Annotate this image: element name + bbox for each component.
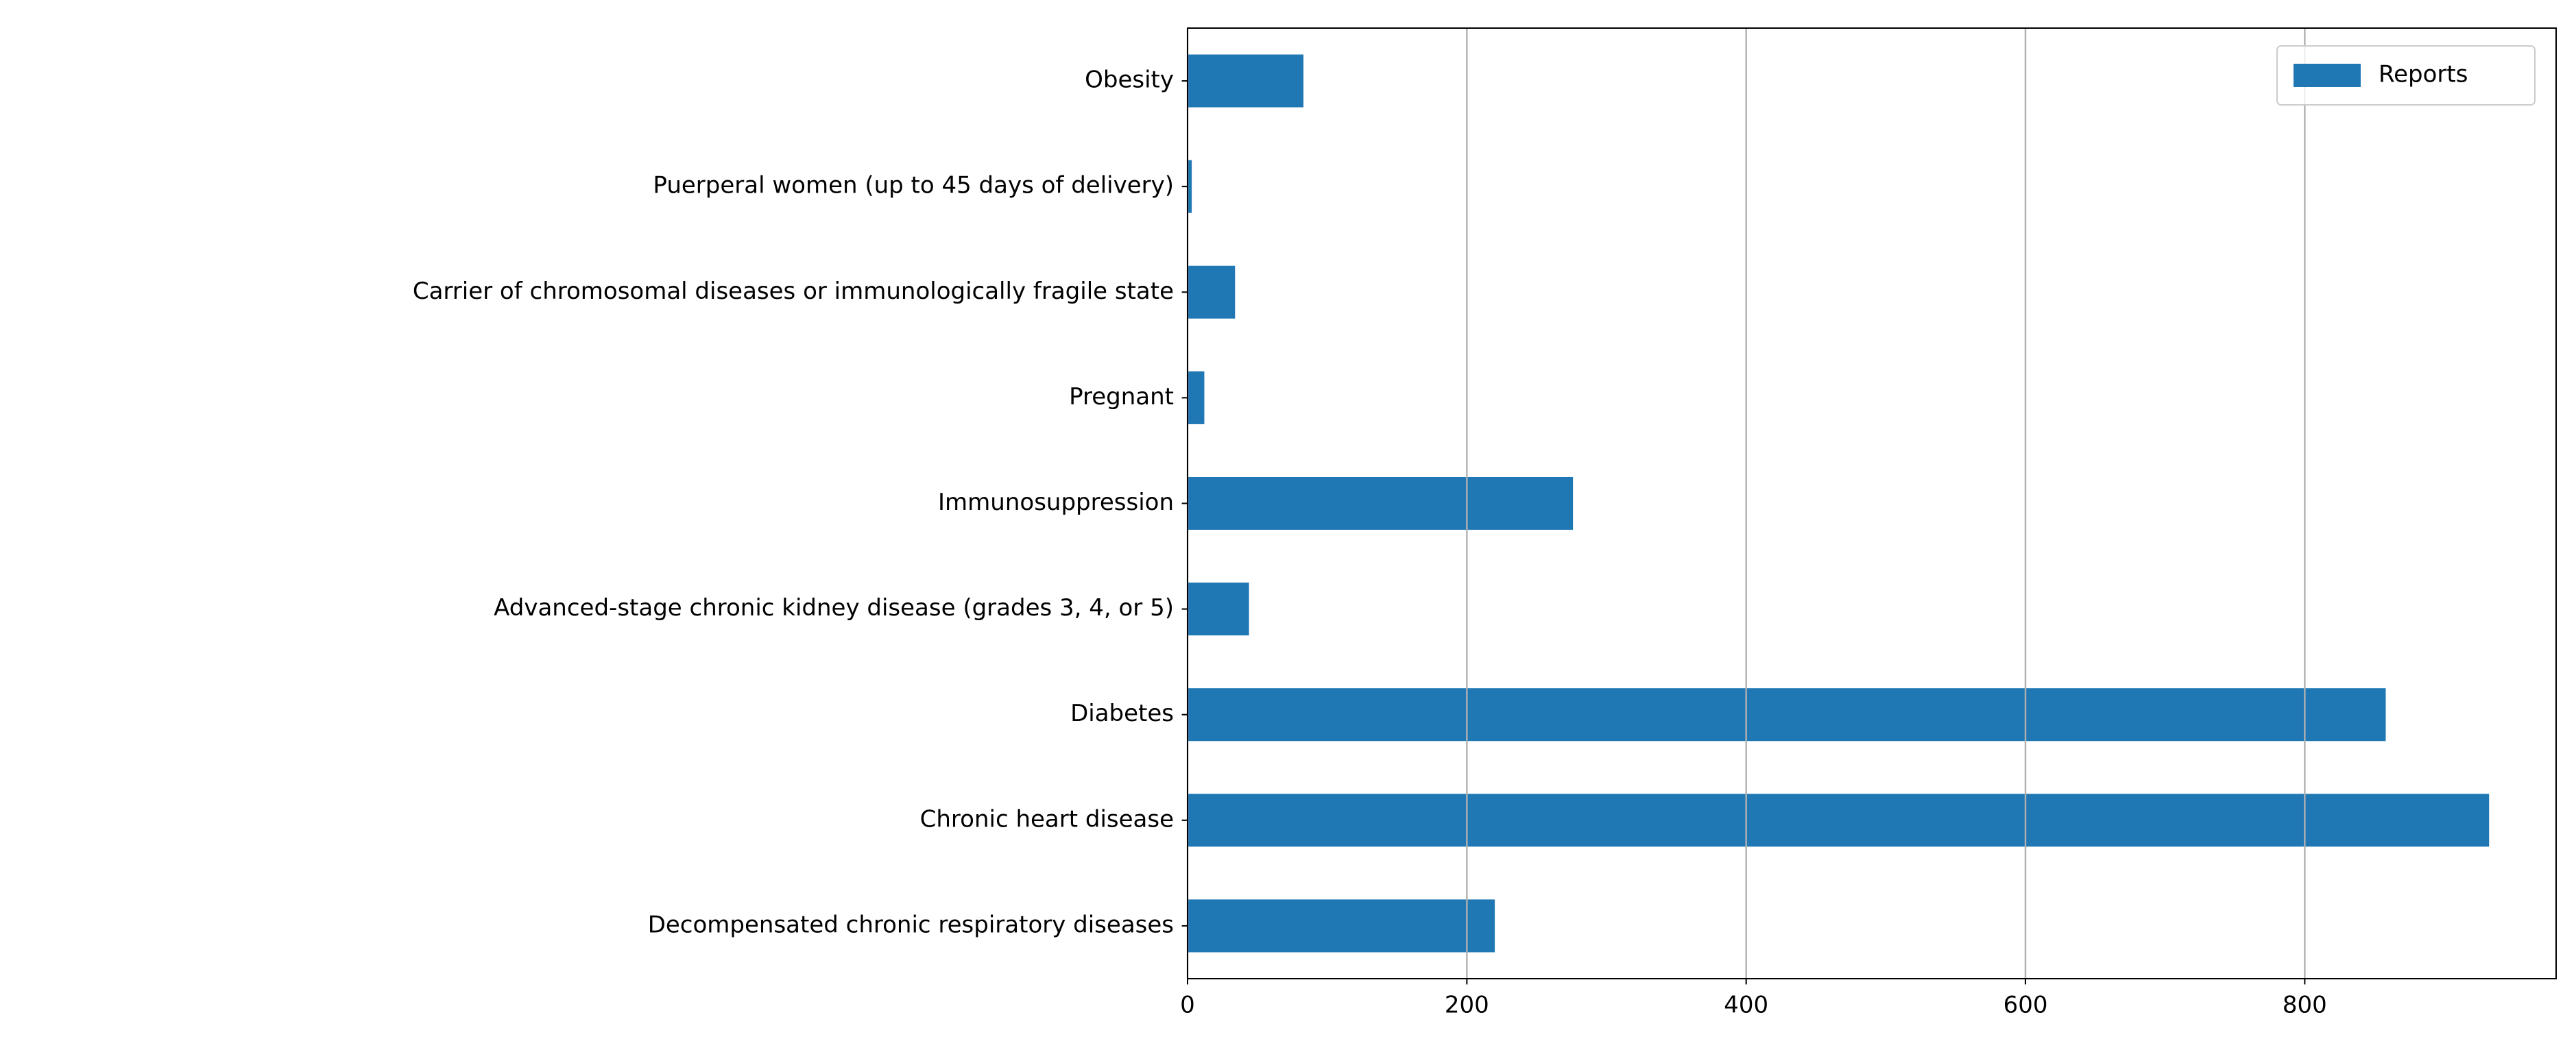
y-tick-label: Pregnant [1069, 383, 1174, 411]
x-tick-label: 0 [1180, 992, 1195, 1019]
x-tick-label: 800 [2283, 992, 2327, 1019]
bar [1188, 265, 1236, 319]
y-tick-label: Obesity [1085, 66, 1174, 94]
x-tick-label: 200 [1445, 992, 1489, 1019]
bar [1188, 160, 1192, 213]
x-tick-label: 600 [2003, 992, 2048, 1019]
y-tick-label: Carrier of chromosomal diseases or immun… [413, 278, 1174, 305]
bar [1188, 54, 1304, 108]
x-tick-label: 400 [1724, 992, 1768, 1019]
bar [1188, 794, 2490, 847]
y-tick-label: Advanced-stage chronic kidney disease (g… [494, 594, 1174, 622]
y-tick-label: Chronic heart disease [920, 805, 1174, 833]
bar [1188, 371, 1205, 424]
bar [1188, 899, 1495, 953]
bar [1188, 688, 2386, 742]
y-tick-label: Decompensated chronic respiratory diseas… [648, 911, 1174, 938]
plot-frame [1187, 27, 2557, 979]
y-tick-label: Immunosuppression [938, 489, 1174, 516]
legend-box [2276, 45, 2536, 106]
legend-swatch [2294, 64, 2361, 87]
y-tick-label: Puerperal women (up to 45 days of delive… [653, 172, 1174, 199]
bar [1188, 583, 1249, 636]
bar [1188, 476, 1574, 530]
y-tick-label: Diabetes [1070, 700, 1174, 727]
legend-label: Reports [2379, 61, 2468, 88]
